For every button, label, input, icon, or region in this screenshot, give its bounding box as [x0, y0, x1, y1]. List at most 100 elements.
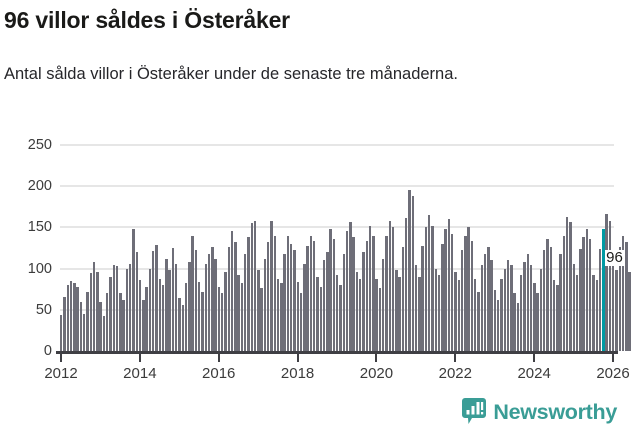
x-axis-tick-label: 2020: [359, 365, 394, 382]
bar: [569, 222, 572, 351]
bar: [612, 260, 615, 351]
x-axis-tick: [454, 354, 457, 362]
x-axis-tick: [612, 354, 615, 362]
bar: [457, 280, 460, 351]
bar: [411, 196, 414, 351]
bar: [414, 265, 418, 351]
bar: [608, 220, 612, 351]
bar: [293, 250, 296, 351]
x-axis-tick-label: 2014: [123, 365, 157, 382]
bar: [122, 299, 125, 351]
highlight-value-label: 96: [605, 248, 624, 266]
bar: [441, 243, 444, 351]
bar: [424, 227, 428, 351]
bar: [368, 225, 372, 351]
bar: [572, 263, 575, 351]
bar: [395, 270, 398, 351]
bar: [175, 264, 178, 351]
bar: [316, 276, 319, 351]
bar: [526, 253, 529, 351]
gridline: [60, 185, 614, 188]
bar: [621, 235, 625, 351]
bar: [451, 234, 454, 351]
bar: [263, 258, 267, 351]
bar: [119, 293, 122, 351]
x-axis-tick-label: 2024: [517, 365, 551, 382]
bar: [92, 262, 96, 351]
bar: [86, 291, 89, 351]
bar: [510, 265, 513, 351]
bar: [355, 271, 359, 351]
bar: [460, 250, 464, 351]
bar: [309, 235, 313, 351]
bar: [299, 293, 303, 351]
bar: [592, 275, 595, 351]
bar: [106, 293, 109, 351]
bar: [533, 283, 536, 351]
bar: [428, 215, 431, 351]
bar: [250, 223, 253, 351]
bar: [96, 271, 99, 351]
bar: [306, 245, 309, 351]
bar: [276, 278, 280, 351]
chart-subtitle: Antal sålda villor i Österåker under de …: [4, 65, 458, 83]
bar: [566, 216, 569, 351]
bar: [382, 258, 385, 351]
bar: [549, 247, 552, 351]
bar: [513, 293, 516, 351]
chart-plot: 0 50 100 150 200 250 2012 2014 2016 2018 2020 2022…: [0, 136, 631, 391]
bar: [211, 247, 214, 351]
bar: [434, 268, 437, 351]
bar: [359, 278, 362, 351]
x-axis-tick: [533, 354, 536, 362]
bar: [470, 240, 474, 351]
bar: [408, 189, 411, 351]
bar: [224, 271, 227, 351]
y-axis: 0 50 100 150 200 250: [0, 138, 52, 359]
y-axis-tick-label: 150: [27, 219, 52, 236]
bar: [188, 262, 191, 351]
bar: [125, 268, 129, 351]
bar: [401, 247, 405, 351]
gridline: [60, 226, 614, 229]
x-axis-tick-label: 2012: [44, 365, 78, 382]
y-axis-tick-label: 200: [27, 178, 52, 195]
bar: [628, 271, 631, 351]
bar: [589, 238, 592, 351]
bar: [198, 281, 201, 351]
bar: [273, 235, 276, 351]
bar: [585, 229, 589, 351]
bar: [76, 286, 79, 351]
bar: [487, 247, 490, 351]
bar: [99, 301, 102, 351]
bar: [391, 227, 395, 351]
bar: [418, 276, 421, 351]
bar: [365, 240, 368, 351]
bar: [605, 214, 608, 351]
bar: [490, 260, 493, 351]
bar: [260, 288, 263, 351]
bar: [161, 285, 165, 351]
bar: [221, 293, 224, 351]
bar: [523, 262, 526, 351]
bar: [378, 288, 382, 351]
bar: [539, 268, 543, 351]
bar: [559, 253, 562, 351]
bar: [336, 275, 339, 351]
bar: [375, 278, 378, 351]
bar: [332, 238, 336, 351]
newsworthy-logo[interactable]: Newsworthy: [462, 397, 617, 427]
bar: [181, 304, 184, 351]
bar-chart-bubble-icon: [462, 398, 487, 426]
bar: [421, 245, 424, 351]
bar: [158, 278, 161, 351]
bar: [270, 220, 273, 351]
x-axis-tick: [375, 354, 378, 362]
bar: [290, 243, 293, 351]
bar: [83, 313, 86, 351]
bar: [165, 258, 168, 351]
y-axis-tick-label: 50: [35, 301, 52, 318]
bar: [283, 253, 286, 351]
bar: [152, 251, 155, 351]
